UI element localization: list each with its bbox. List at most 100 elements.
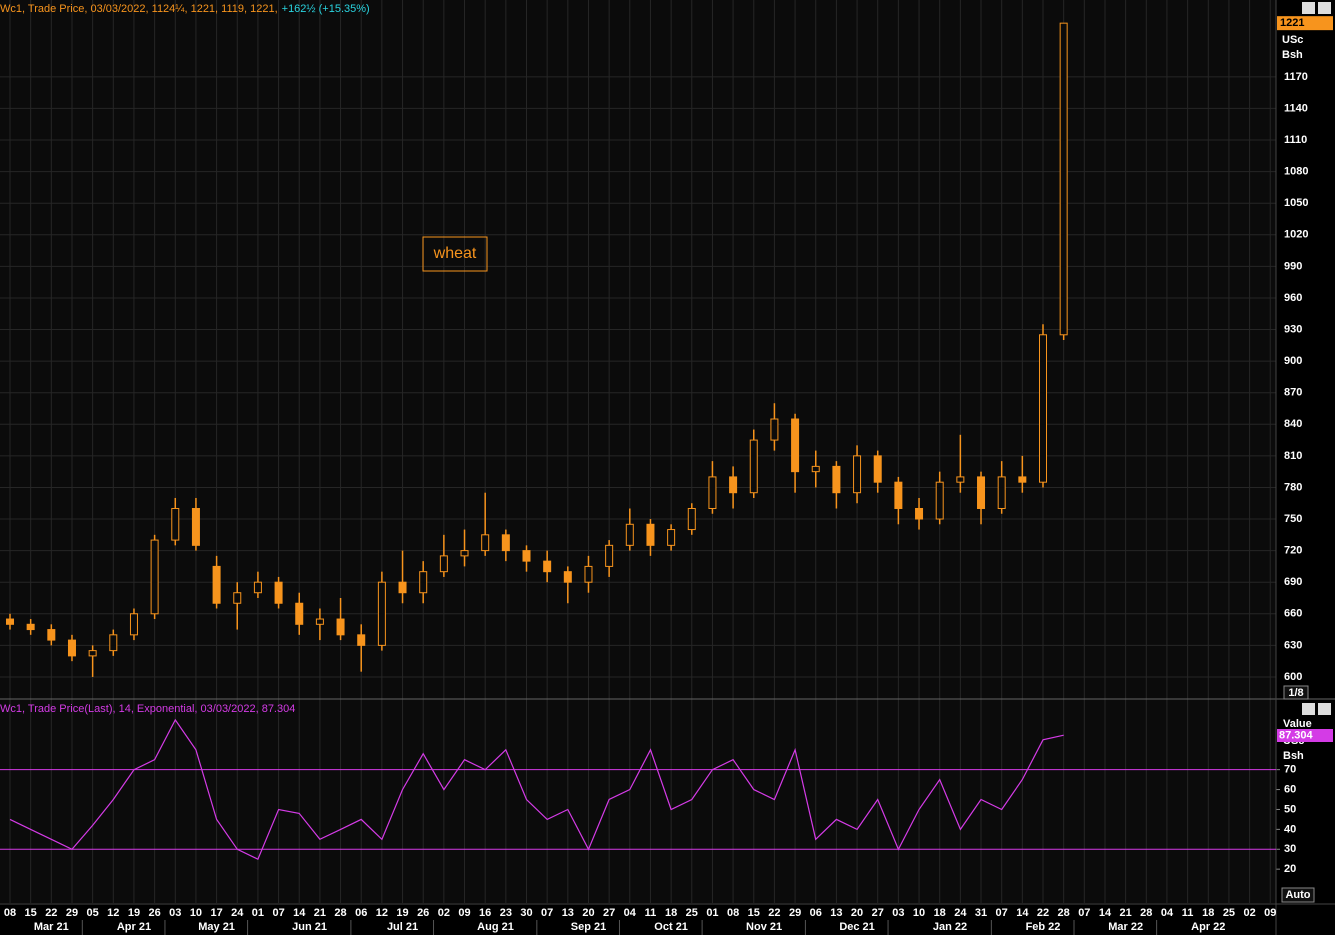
scale-label[interactable]: Auto xyxy=(1285,889,1310,901)
y-tick-label: 750 xyxy=(1284,513,1302,525)
candle-body xyxy=(522,550,531,562)
y-tick-label: 960 xyxy=(1284,292,1302,304)
y-tick-label: 1110 xyxy=(1284,134,1307,146)
x-tick-label: 02 xyxy=(1243,907,1255,919)
last-price-box xyxy=(1277,16,1333,31)
last-value-label: 87.304 xyxy=(1279,729,1314,741)
auto-button[interactable] xyxy=(1281,887,1315,903)
candle-body xyxy=(67,639,76,657)
scale-button[interactable] xyxy=(1283,685,1309,700)
candle-body xyxy=(274,581,283,604)
candle-body xyxy=(191,507,200,546)
month-label: Apr 21 xyxy=(117,921,151,933)
price-header: Wc1, Trade Price, 03/03/2022, 1124¼, 122… xyxy=(0,3,370,15)
x-tick-label: 25 xyxy=(1223,907,1235,919)
x-tick-label: 24 xyxy=(231,907,244,919)
candle-body xyxy=(832,465,841,494)
x-tick-label: 04 xyxy=(624,907,637,919)
candle-body xyxy=(605,544,614,567)
candle-body xyxy=(315,618,324,625)
x-tick-label: 09 xyxy=(458,907,470,919)
candle-body xyxy=(253,581,262,594)
candle-body xyxy=(233,592,242,604)
close-button[interactable] xyxy=(1318,2,1331,14)
scale-label[interactable]: 1/8 xyxy=(1288,687,1303,699)
x-tick-label: 22 xyxy=(768,907,780,919)
candle-body xyxy=(336,618,345,636)
candle-body xyxy=(501,534,510,552)
rsi-line xyxy=(9,718,1064,861)
unit: Bsh xyxy=(1283,750,1304,762)
y-tick-label: 690 xyxy=(1284,576,1302,588)
y-tick-label: 20 xyxy=(1284,863,1296,875)
y-tick-label: 870 xyxy=(1284,387,1302,399)
candle-body xyxy=(791,418,800,473)
x-tick-label: 18 xyxy=(665,907,677,919)
candle-body xyxy=(1059,22,1068,336)
y-tick-label: 60 xyxy=(1284,783,1296,795)
x-tick-label: 16 xyxy=(479,907,491,919)
y-tick-label: 720 xyxy=(1284,545,1302,557)
y-tick-label: 1080 xyxy=(1284,166,1308,178)
candle-body xyxy=(729,476,738,494)
x-tick-label: 13 xyxy=(562,907,574,919)
x-tick-label: 27 xyxy=(872,907,884,919)
x-tick-label: 07 xyxy=(996,907,1008,919)
rsi-header: Wc1, Trade Price(Last), 14, Exponential,… xyxy=(0,703,295,715)
candle-body xyxy=(915,507,924,520)
candle-body xyxy=(47,629,56,641)
x-tick-label: 07 xyxy=(1078,907,1090,919)
x-tick-label: 12 xyxy=(376,907,388,919)
x-tick-label: 26 xyxy=(148,907,160,919)
candle-body xyxy=(543,560,552,573)
x-tick-label: 21 xyxy=(314,907,326,919)
annotation[interactable]: wheat xyxy=(433,245,477,262)
x-tick-label: 01 xyxy=(706,907,718,919)
x-tick-label: 07 xyxy=(272,907,284,919)
month-label: Mar 22 xyxy=(1108,921,1143,933)
candle-body xyxy=(1018,476,1027,483)
candle-body xyxy=(377,581,386,646)
candle-body xyxy=(26,623,35,631)
x-tick-label: 18 xyxy=(934,907,946,919)
x-tick-label: 06 xyxy=(810,907,822,919)
x-tick-label: 19 xyxy=(128,907,140,919)
candle-body xyxy=(419,571,428,594)
price-header-text: Wc1, Trade Price, 03/03/2022, 1124¼, 122… xyxy=(0,3,278,15)
last-value-box xyxy=(1277,729,1333,742)
y-tick-label: 1140 xyxy=(1284,102,1308,114)
x-tick-label: 05 xyxy=(87,907,99,919)
candle-body xyxy=(295,602,304,625)
candle-body xyxy=(584,565,593,583)
window-buttons[interactable] xyxy=(1302,2,1331,715)
candle-body xyxy=(873,455,882,483)
y-tick-label: 50 xyxy=(1284,803,1296,815)
annotation-box[interactable] xyxy=(422,236,488,272)
close-button[interactable] xyxy=(1318,703,1331,715)
x-tick-label: 20 xyxy=(851,907,863,919)
maximize-button[interactable] xyxy=(1302,2,1315,14)
y-tick-label: 1050 xyxy=(1284,197,1308,209)
y-tick-label: 70 xyxy=(1284,764,1296,776)
y-tick-label: 900 xyxy=(1284,355,1302,367)
unit: USc xyxy=(1282,34,1303,46)
x-tick-label: 10 xyxy=(913,907,925,919)
x-tick-label: 07 xyxy=(541,907,553,919)
x-tick-label: 14 xyxy=(1099,907,1112,919)
x-tick-label: 31 xyxy=(975,907,987,919)
y-tick-label: 780 xyxy=(1284,481,1302,493)
x-tick-label: 13 xyxy=(830,907,842,919)
x-tick-label: 03 xyxy=(169,907,181,919)
candle-body xyxy=(150,539,159,615)
month-label: Jan 22 xyxy=(933,921,967,933)
month-label: Oct 21 xyxy=(654,921,688,933)
month-label: Aug 21 xyxy=(477,921,514,933)
maximize-button[interactable] xyxy=(1302,703,1315,715)
candle-body xyxy=(481,534,490,552)
x-tick-label: 08 xyxy=(4,907,16,919)
y-tick-label: 930 xyxy=(1284,323,1302,335)
x-tick-label: 06 xyxy=(355,907,367,919)
x-tick-label: 04 xyxy=(1161,907,1174,919)
x-tick-label: 26 xyxy=(417,907,429,919)
